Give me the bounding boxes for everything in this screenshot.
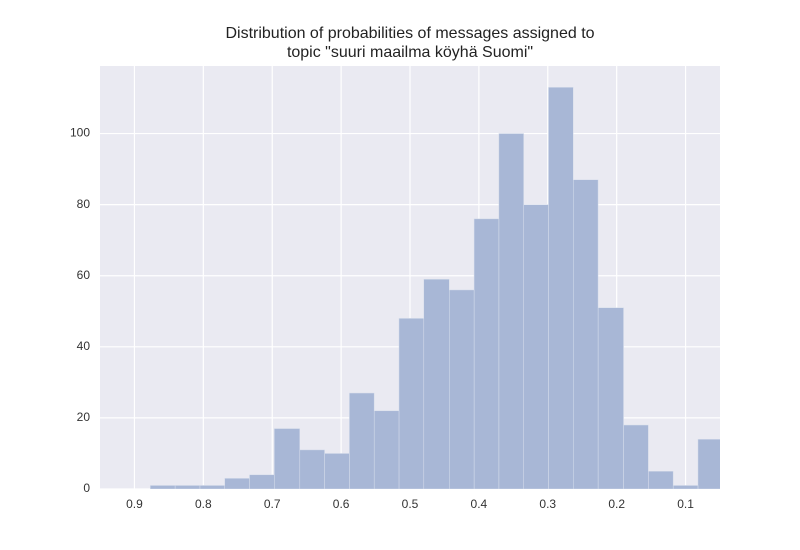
- bar: [423, 279, 450, 489]
- bar: [349, 392, 375, 489]
- bar: [523, 204, 549, 489]
- x-tick-label: 0.5: [402, 497, 419, 511]
- bar: [299, 449, 325, 489]
- bar: [597, 307, 624, 489]
- bar: [199, 485, 225, 489]
- bar: [373, 410, 400, 489]
- bar: [274, 428, 301, 489]
- bar: [648, 470, 674, 489]
- bar: [573, 179, 599, 489]
- bar: [548, 87, 574, 489]
- chart-title: Distribution of probabilities of message…: [225, 25, 595, 61]
- x-tick-label: 0.7: [264, 497, 281, 511]
- x-tick-label: 0.6: [333, 497, 350, 511]
- y-tick-label: 40: [77, 339, 91, 353]
- bar: [398, 318, 425, 489]
- bar: [498, 133, 524, 489]
- x-tick-label: 0.9: [126, 497, 143, 511]
- bar: [672, 485, 699, 489]
- y-tick-label: 60: [77, 268, 91, 282]
- y-tick-label: 100: [70, 126, 90, 140]
- x-tick-label: 0.4: [471, 497, 488, 511]
- x-tick-label: 0.3: [539, 497, 556, 511]
- x-tick-label: 0.2: [608, 497, 625, 511]
- y-tick-label: 0: [83, 481, 90, 495]
- bar: [473, 218, 500, 489]
- y-tick-label: 80: [77, 197, 91, 211]
- bar: [623, 424, 649, 489]
- x-tick-label: 0.1: [677, 497, 694, 511]
- bar: [324, 453, 350, 489]
- bar: [249, 474, 275, 489]
- bar: [224, 478, 250, 489]
- bar: [174, 485, 201, 489]
- bar: [150, 485, 176, 489]
- bar: [697, 438, 720, 489]
- y-tick-label: 20: [77, 410, 91, 424]
- bar: [449, 289, 475, 489]
- x-tick-label: 0.8: [195, 497, 212, 511]
